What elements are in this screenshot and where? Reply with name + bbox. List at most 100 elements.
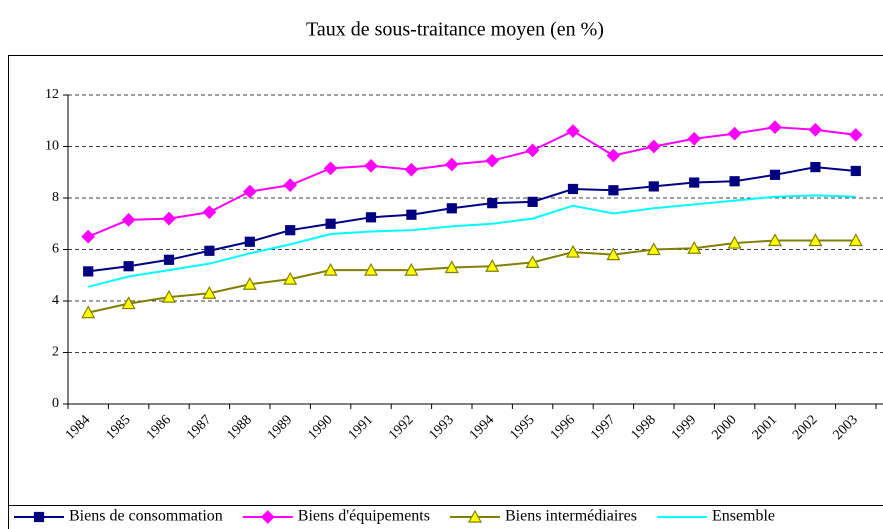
marker	[648, 181, 659, 192]
marker	[161, 289, 177, 303]
x-tick-label: 1997	[588, 412, 618, 442]
x-tick-label: 1992	[386, 412, 416, 442]
marker	[485, 153, 500, 168]
x-tick-label: 1986	[144, 412, 174, 442]
series-line	[87, 126, 856, 238]
legend-label: Biens de consommation	[69, 508, 223, 525]
x-tick-label: 1985	[103, 412, 133, 442]
y-tick-label: 0	[52, 396, 59, 411]
legend-label: Biens intermédiaires	[505, 508, 637, 525]
marker	[363, 262, 379, 276]
marker	[242, 277, 257, 290]
marker	[325, 218, 336, 229]
marker	[467, 509, 482, 523]
marker	[689, 177, 700, 188]
y-tick-label: 6	[52, 242, 59, 257]
legend: Biens de consommation Biens d'équipements…	[14, 508, 775, 525]
marker	[646, 139, 661, 154]
x-tick-label: 2000	[709, 412, 739, 442]
marker	[808, 122, 823, 137]
marker	[810, 162, 821, 173]
marker	[202, 286, 217, 299]
marker	[365, 212, 377, 223]
marker	[687, 240, 702, 254]
marker	[848, 233, 863, 247]
marker	[485, 258, 500, 272]
marker	[364, 158, 378, 173]
chart-title: Taux de sous-traitance moyen (en %)	[306, 19, 604, 41]
marker	[646, 242, 661, 256]
marker	[606, 148, 621, 163]
y-tick-label: 8	[52, 190, 59, 205]
marker	[527, 196, 538, 207]
marker	[768, 120, 782, 135]
x-tick-label: 1988	[224, 412, 254, 442]
y-tick-label: 2	[52, 345, 59, 360]
marker	[81, 305, 96, 319]
marker	[285, 225, 296, 236]
marker	[123, 261, 134, 272]
marker	[121, 296, 136, 310]
marker	[242, 184, 257, 199]
marker	[81, 229, 96, 244]
x-tick-label: 1990	[305, 412, 335, 442]
x-tick-label: 1998	[628, 412, 658, 442]
x-tick-label: 1984	[63, 412, 93, 442]
chart-frame	[8, 55, 883, 529]
marker	[848, 128, 863, 142]
marker	[525, 255, 540, 268]
marker	[567, 183, 579, 195]
x-tick-label: 1999	[669, 412, 699, 442]
marker	[404, 162, 419, 177]
x-tick-label: 1987	[184, 412, 214, 442]
marker	[323, 161, 338, 176]
marker	[566, 124, 580, 138]
marker	[729, 176, 740, 187]
marker	[406, 209, 417, 220]
marker	[444, 260, 459, 274]
marker	[608, 185, 619, 196]
x-tick-label: 1993	[426, 412, 456, 442]
marker	[850, 165, 861, 177]
marker	[202, 205, 217, 220]
marker	[163, 254, 175, 265]
marker	[404, 262, 419, 276]
marker	[487, 198, 498, 209]
x-tick-label: 1995	[507, 412, 537, 442]
y-tick-label: 12	[45, 87, 59, 102]
x-tick-label: 1994	[467, 412, 497, 442]
x-tick-label: 2001	[750, 412, 780, 442]
marker	[33, 511, 45, 523]
x-tick-label: 2003	[830, 412, 860, 442]
series-line	[87, 239, 856, 314]
marker	[808, 233, 823, 247]
marker	[444, 157, 459, 172]
series-line	[87, 194, 856, 288]
marker	[162, 211, 176, 226]
marker	[260, 510, 275, 524]
marker	[565, 244, 581, 258]
marker	[121, 213, 136, 227]
y-tick-label: 4	[52, 293, 59, 308]
marker	[687, 131, 702, 146]
marker	[244, 236, 255, 247]
legend-box	[8, 505, 883, 529]
marker	[83, 266, 94, 277]
marker	[727, 235, 742, 249]
x-tick-label: 1991	[346, 412, 376, 442]
marker	[767, 233, 783, 247]
series-line	[88, 166, 856, 273]
y-tick-label: 10	[45, 139, 59, 154]
x-tick-label: 1996	[548, 412, 578, 442]
legend-label: Ensemble	[712, 508, 775, 525]
marker	[606, 247, 621, 261]
marker	[323, 262, 338, 276]
marker	[283, 178, 298, 192]
marker	[769, 169, 781, 180]
marker	[525, 143, 540, 158]
x-tick-label: 1989	[265, 412, 295, 442]
marker	[446, 203, 457, 214]
marker	[204, 245, 215, 256]
